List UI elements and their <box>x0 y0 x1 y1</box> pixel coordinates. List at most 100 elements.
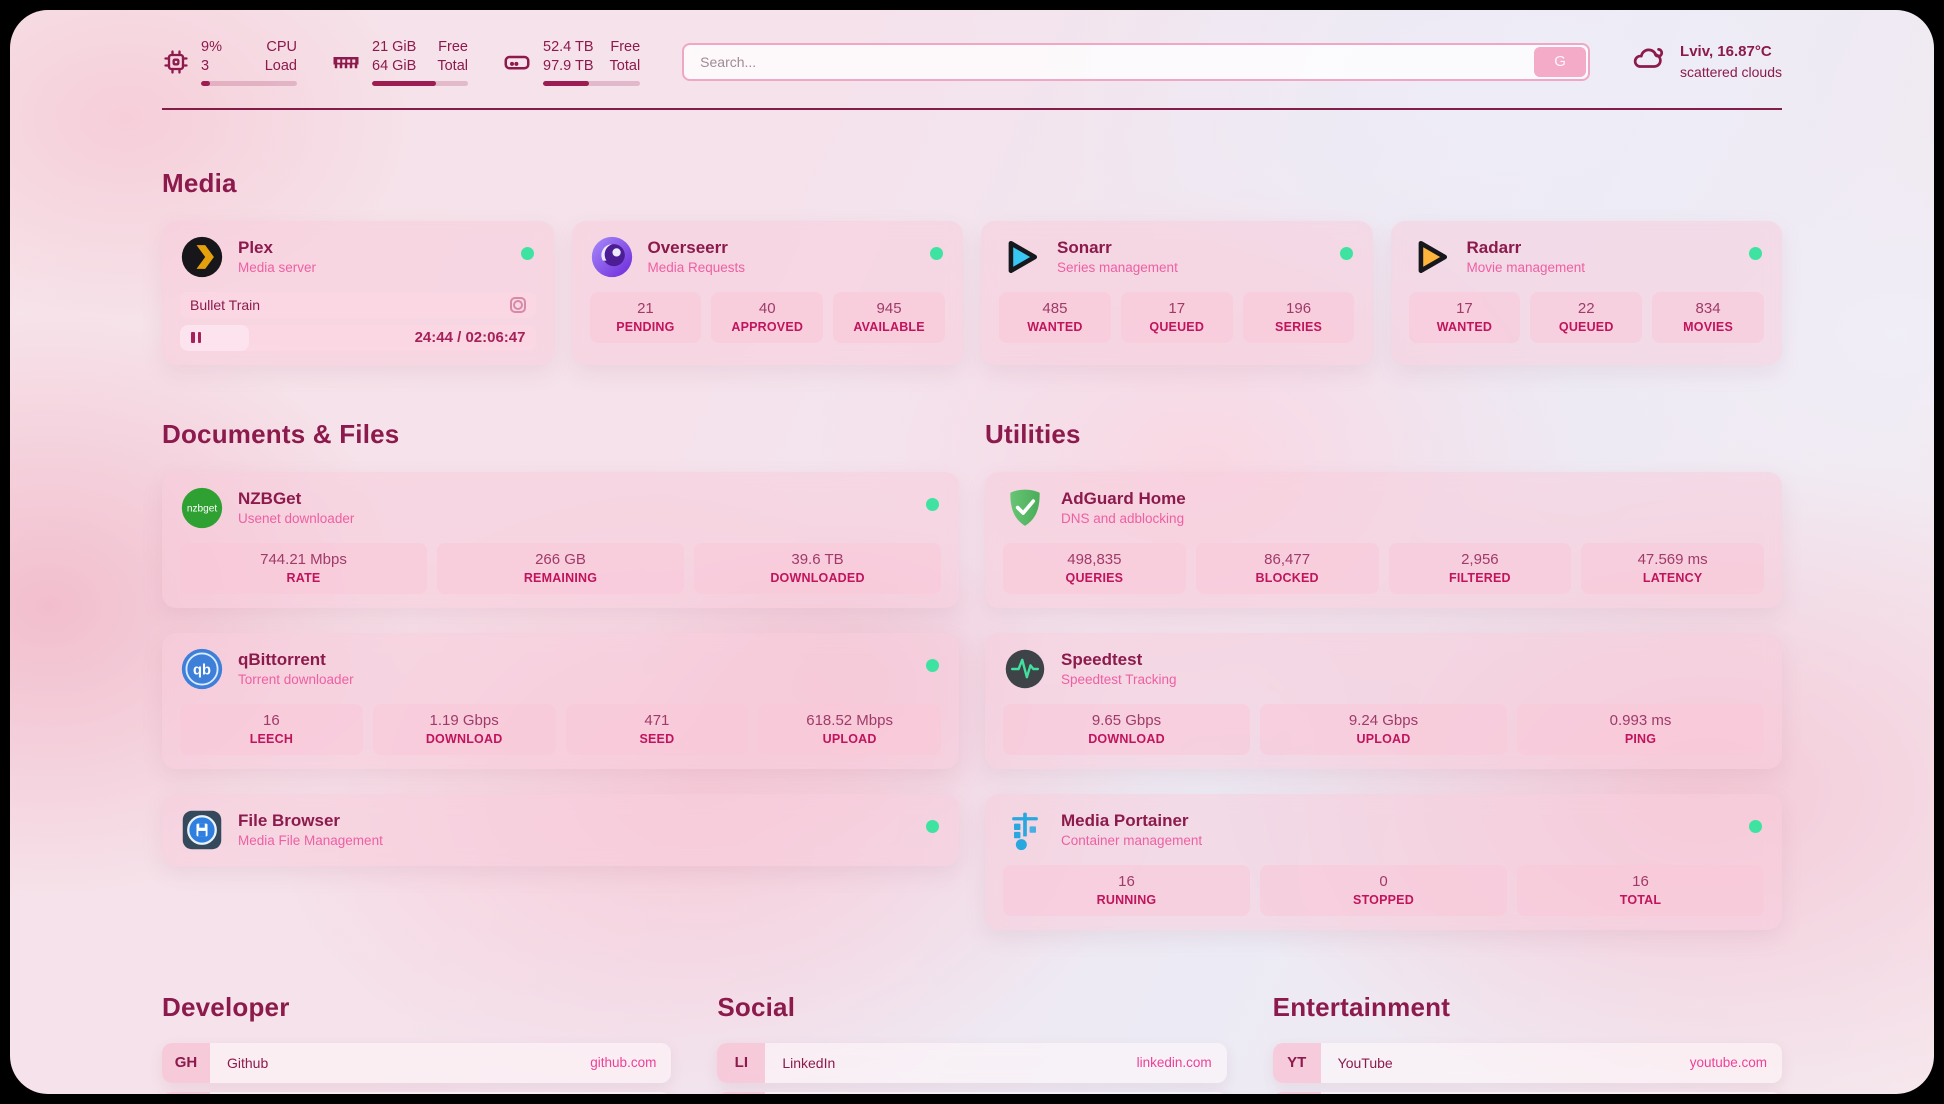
portainer-card[interactable]: Media Portainer Container management 16 … <box>985 793 1782 930</box>
link-github[interactable]: GH Github github.com <box>162 1042 672 1083</box>
nzbget-card[interactable]: nzbget NZBGet Usenet downloader 744.21 M… <box>162 471 959 608</box>
linkedin-badge: LI <box>717 1042 766 1083</box>
sonarr-card[interactable]: Sonarr Series management 485 WANTED 17 Q… <box>981 220 1373 365</box>
filebrowser-status-dot <box>926 819 939 833</box>
section-social: Social LI LinkedIn linkedin.com TW Twitt… <box>717 992 1227 1094</box>
portainer-stat-stopped: 0 STOPPED <box>1260 864 1507 916</box>
filebrowser-name: File Browser <box>238 810 341 830</box>
speedtest-stat-upload: 9.24 Gbps UPLOAD <box>1260 703 1507 755</box>
section-utilities: Utilities <box>985 419 1782 930</box>
link-twitter[interactable]: TW Twitter twitter.com <box>717 1091 1227 1094</box>
entertainment-section-title: Entertainment <box>1272 991 1451 1022</box>
overseerr-subtitle: Media Requests <box>647 259 746 275</box>
disk-icon <box>502 47 532 77</box>
adguard-card[interactable]: AdGuard Home DNS and adblocking 498,835 … <box>985 471 1782 608</box>
sonarr-subtitle: Series management <box>1057 259 1178 275</box>
plex-icon <box>180 235 224 279</box>
svg-text:qb: qb <box>193 662 211 678</box>
section-documents: Documents & Files nzbget NZBGet Usenet d… <box>162 419 959 866</box>
system-stats: 9% 3 CPU Load <box>162 38 641 86</box>
utilities-section-title: Utilities <box>985 418 1081 449</box>
github-badge: GH <box>162 1042 210 1083</box>
adguard-icon <box>1003 486 1047 530</box>
sonarr-name: Sonarr <box>1057 237 1112 257</box>
radarr-card[interactable]: Radarr Movie management 17 WANTED 22 QUE… <box>1390 220 1782 365</box>
cloud-icon <box>1632 41 1668 82</box>
radarr-stat-movies: 834 MOVIES <box>1652 291 1764 343</box>
cpu-progress-fill <box>201 80 210 86</box>
ram-stat: 21 GiB 64 GiB Free Total <box>331 38 468 86</box>
nzbget-subtitle: Usenet downloader <box>238 510 355 526</box>
overseerr-icon <box>590 235 634 279</box>
radarr-subtitle: Movie management <box>1466 259 1586 275</box>
section-developer: Developer GH Github github.com SO StackO… <box>162 991 672 1094</box>
disk-total-label: Total <box>609 57 641 74</box>
plex-playback-time: 24:44 / 02:06:47 <box>414 329 526 347</box>
plex-name: Plex <box>238 237 273 257</box>
overseerr-stat-available: 945 AVAILABLE <box>833 291 945 343</box>
qbittorrent-name: qBittorrent <box>238 649 326 669</box>
developer-section-title: Developer <box>162 991 290 1022</box>
adguard-subtitle: DNS and adblocking <box>1061 510 1185 526</box>
ram-icon <box>331 47 361 77</box>
ram-free-label: Free <box>438 39 468 55</box>
portainer-status-dot <box>1749 819 1762 833</box>
disk-free-label: Free <box>610 39 641 55</box>
adguard-name: AdGuard Home <box>1061 488 1186 508</box>
cpu-load-value: 3 <box>201 57 210 74</box>
qbittorrent-stat-seed: 471 SEED <box>565 703 749 755</box>
radarr-icon <box>1409 235 1453 279</box>
qbittorrent-stat-upload: 618.52 Mbps UPLOAD <box>758 703 941 755</box>
ram-progress-fill <box>372 80 437 86</box>
speedtest-name: Speedtest <box>1061 649 1143 669</box>
cpu-icon <box>162 48 190 76</box>
portainer-name: Media Portainer <box>1061 810 1189 830</box>
media-section-title: Media <box>162 167 237 198</box>
weather-widget[interactable]: Lviv, 16.87°C scattered clouds <box>1632 41 1782 82</box>
portainer-stat-total: 16 TOTAL <box>1517 864 1764 916</box>
search-input[interactable] <box>682 42 1591 81</box>
plex-status-dot <box>520 246 534 260</box>
overseerr-stat-pending: 21 PENDING <box>589 291 702 343</box>
section-media: Media Plex Media server <box>162 168 1782 365</box>
ram-progress-track <box>372 80 468 86</box>
overseerr-status-dot <box>930 246 943 260</box>
stackoverflow-badge: SO <box>162 1091 210 1094</box>
link-netflix[interactable]: NF Netflix netflix.com <box>1272 1091 1782 1094</box>
radarr-stat-queued: 22 QUEUED <box>1530 291 1643 343</box>
link-stackoverflow[interactable]: SO StackOverflow stackoverflow.com <box>162 1091 672 1094</box>
overseerr-card[interactable]: Overseerr Media Requests 21 PENDING 40 A… <box>571 220 963 365</box>
weather-location-temp: Lviv, 16.87°C <box>1680 43 1772 61</box>
media-type-icon <box>509 296 526 313</box>
filebrowser-card[interactable]: File Browser Media File Management <box>162 793 959 866</box>
adguard-stat-blocked: 86,477 BLOCKED <box>1195 542 1379 594</box>
radarr-stat-wanted: 17 WANTED <box>1408 291 1521 343</box>
dashboard-page: 9% 3 CPU Load <box>10 10 1934 1094</box>
sonarr-status-dot <box>1339 246 1353 260</box>
header-divider <box>162 107 1782 110</box>
qbittorrent-icon: qb <box>180 647 224 691</box>
filebrowser-icon <box>180 808 224 852</box>
qbittorrent-card[interactable]: qb qBittorrent Torrent downloader 16 LEE… <box>162 632 959 769</box>
speedtest-stat-ping: 0.993 ms PING <box>1517 703 1764 755</box>
nzbget-name: NZBGet <box>238 488 302 508</box>
portainer-icon <box>1003 808 1047 852</box>
ram-total-value: 64 GiB <box>372 57 417 74</box>
pause-icon[interactable] <box>191 332 201 344</box>
cpu-progress-track <box>201 80 297 86</box>
speedtest-card[interactable]: Speedtest Speedtest Tracking 9.65 Gbps D… <box>985 632 1782 769</box>
search-engine-button[interactable]: G <box>1534 46 1587 77</box>
link-linkedin[interactable]: LI LinkedIn linkedin.com <box>717 1042 1227 1083</box>
link-youtube[interactable]: YT YouTube youtube.com <box>1272 1042 1782 1083</box>
plex-card[interactable]: Plex Media server Bullet Train 24:44 / 0… <box>162 220 554 365</box>
netflix-badge: NF <box>1272 1091 1321 1094</box>
disk-progress-track <box>543 80 641 86</box>
qbittorrent-subtitle: Torrent downloader <box>238 671 354 687</box>
section-entertainment: Entertainment YT YouTube youtube.com NF … <box>1272 991 1782 1094</box>
svg-text:nzbget: nzbget <box>187 503 217 514</box>
sonarr-stat-queued: 17 QUEUED <box>1120 291 1233 343</box>
plex-now-playing-row: Bullet Train <box>180 291 536 318</box>
disk-total-value: 97.9 TB <box>543 57 594 74</box>
ram-total-label: Total <box>437 57 468 74</box>
plex-playback-row: 24:44 / 02:06:47 <box>180 324 536 351</box>
